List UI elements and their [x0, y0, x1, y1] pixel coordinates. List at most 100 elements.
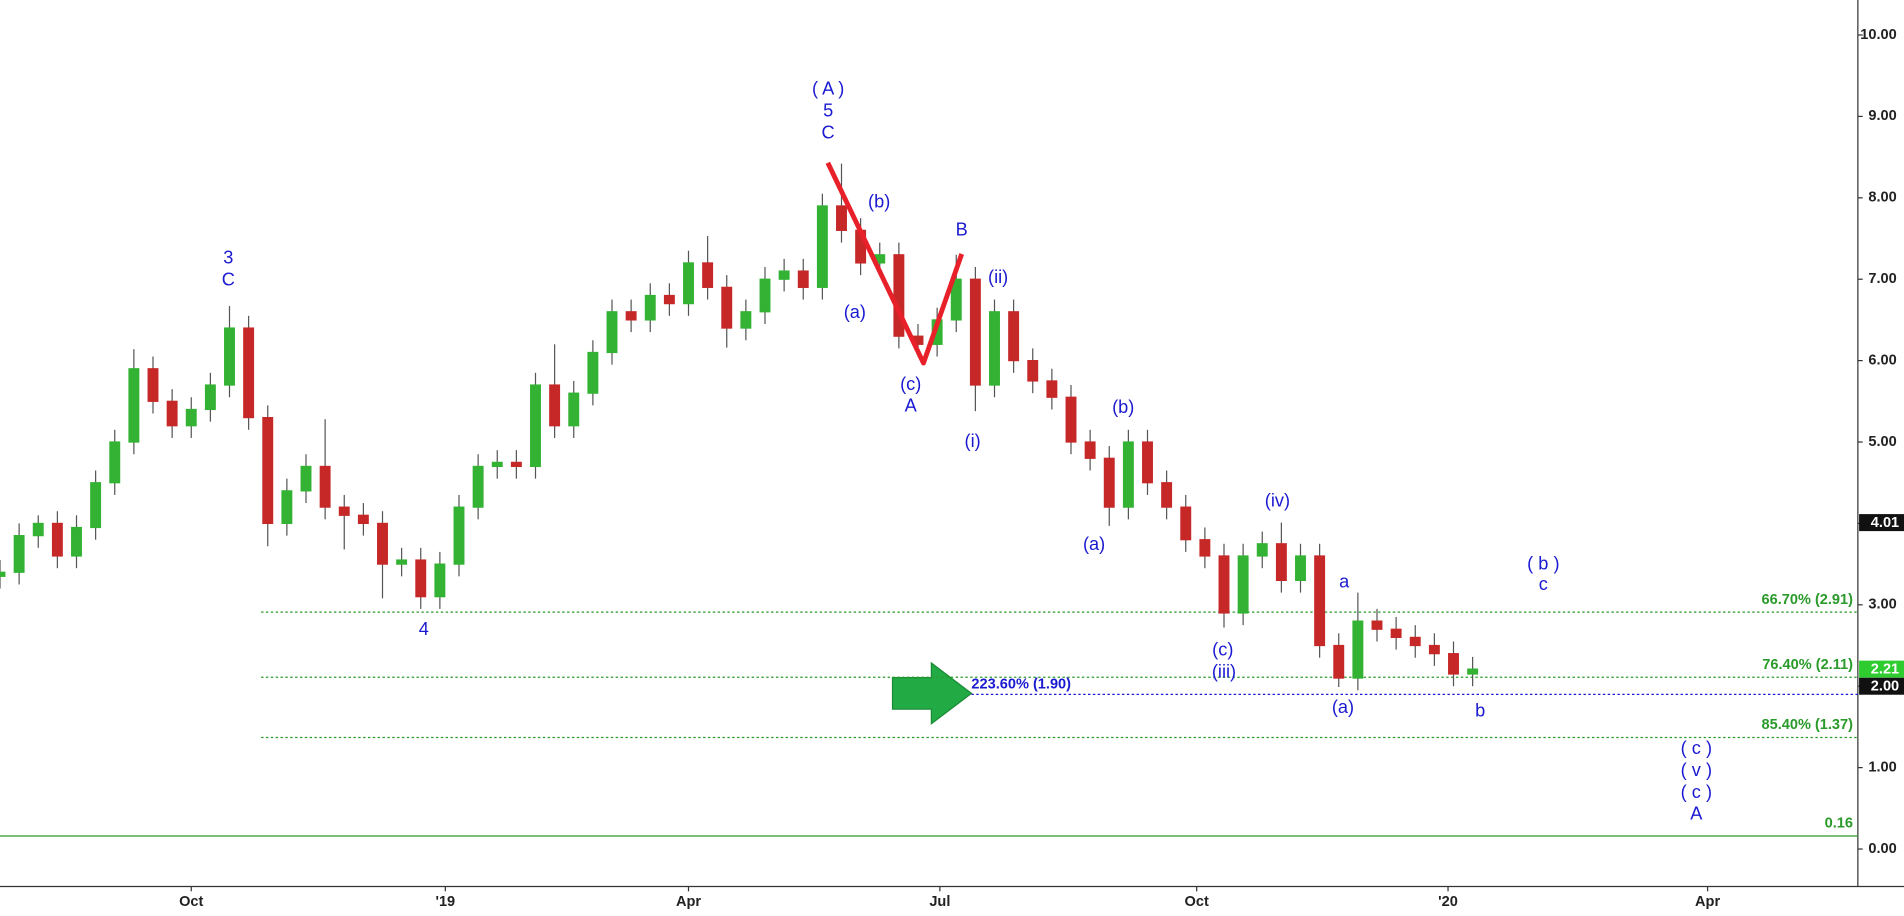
candle-body	[663, 294, 675, 305]
candle-body	[357, 514, 369, 525]
candle-body	[204, 384, 216, 411]
candle-body	[1142, 441, 1153, 484]
wave-label: (c)	[900, 374, 921, 394]
candle-body	[1180, 506, 1192, 541]
wave-label: (a)	[1083, 534, 1105, 554]
candle-body	[1027, 360, 1039, 382]
wave-label: ( v )	[1681, 760, 1712, 780]
wave-label: b	[1475, 700, 1485, 720]
candle-body	[300, 465, 312, 492]
candle-body	[969, 278, 981, 386]
candle-body	[1103, 457, 1115, 508]
candle-body	[1161, 482, 1173, 508]
wave-label: (iii)	[1212, 662, 1236, 682]
candle-body	[1352, 620, 1364, 679]
candle-body	[185, 408, 197, 427]
wave-label: (b)	[1112, 397, 1134, 417]
wave-label: c	[1539, 574, 1548, 594]
wave-label: (ii)	[988, 267, 1008, 287]
price-label-box	[1859, 677, 1904, 695]
candle-body	[1467, 668, 1479, 675]
candle-body	[893, 254, 905, 337]
price-label: 2.00	[1871, 679, 1899, 695]
candle-body	[1275, 543, 1287, 582]
wave-label: ( c )	[1681, 782, 1712, 802]
baseline-label: 0.16	[1825, 816, 1853, 832]
wave-label: (a)	[1332, 697, 1354, 717]
wave-label: A	[1690, 804, 1703, 824]
y-tick-label: 6.00	[1868, 352, 1896, 368]
candle-body	[797, 270, 809, 288]
x-tick-label: Apr	[1695, 894, 1720, 910]
wave-label: (b)	[868, 192, 890, 212]
candle-body	[530, 384, 541, 468]
candle-body	[281, 490, 293, 525]
candle-body	[606, 311, 618, 354]
candle-body	[836, 205, 847, 231]
wave-label: C	[222, 269, 235, 289]
wave-label: ( b )	[1527, 553, 1559, 573]
candle-body	[1390, 628, 1402, 638]
candle-body	[759, 278, 771, 313]
candle-body	[109, 441, 121, 484]
candle-body	[1122, 441, 1134, 508]
price-label: 2.21	[1871, 662, 1899, 678]
candle-body	[51, 522, 63, 557]
candle-body	[128, 368, 140, 443]
candle-body	[396, 559, 408, 565]
candle-body	[1065, 396, 1077, 443]
wave-line	[825, 161, 965, 366]
candle-body	[587, 351, 599, 394]
wave-label: 3	[223, 247, 233, 267]
price-label-box	[1859, 660, 1904, 678]
candle-body	[702, 262, 714, 288]
price-label-box	[1859, 514, 1904, 532]
candle-body	[1333, 644, 1345, 679]
candle-body	[625, 311, 637, 321]
x-tick-label: Jul	[929, 894, 950, 910]
candle-body	[1084, 441, 1096, 459]
y-tick-label: 7.00	[1868, 271, 1896, 287]
level-label: 223.60% (1.90)	[971, 676, 1071, 692]
level-label: 76.40% (2.11)	[1762, 657, 1853, 673]
wave-label: (a)	[844, 302, 866, 322]
candle-body	[721, 286, 733, 329]
y-tick-label: 5.00	[1868, 434, 1896, 450]
candle-body	[1199, 539, 1211, 557]
candle-body	[1428, 644, 1440, 655]
candle-body	[377, 522, 388, 565]
x-tick-label: '19	[436, 894, 456, 910]
candle-body	[1409, 636, 1421, 647]
arrow	[891, 661, 973, 725]
wave-label: (iv)	[1265, 490, 1290, 510]
candle-body	[453, 506, 465, 565]
wave-label: 4	[419, 619, 429, 639]
candle-body	[71, 526, 82, 557]
level-label: 85.40% (1.37)	[1762, 717, 1854, 733]
candle-body	[950, 278, 962, 321]
candle-body	[740, 311, 752, 329]
candle-body	[147, 368, 159, 402]
y-tick-label: 8.00	[1868, 190, 1896, 206]
y-tick-label: 1.00	[1868, 759, 1896, 775]
candle-body	[491, 461, 503, 468]
candle-body	[816, 205, 828, 288]
candle-body	[13, 535, 25, 573]
candle-body	[415, 559, 427, 598]
wave-label: ( A )	[812, 79, 844, 99]
x-tick-label: Oct	[179, 894, 203, 910]
y-tick-label: 0.00	[1868, 841, 1896, 857]
wave-label: (c)	[1212, 640, 1233, 660]
candle-body	[1237, 555, 1249, 614]
candle-body	[683, 262, 694, 305]
wave-label: A	[905, 396, 918, 416]
candle-body	[644, 294, 656, 321]
y-tick-label: 10.00	[1860, 27, 1896, 43]
candle-body	[1256, 543, 1268, 557]
candle-body	[1008, 311, 1020, 362]
wave-label: (i)	[965, 431, 981, 451]
candle-body	[1314, 555, 1326, 647]
price-label: 4.01	[1871, 515, 1899, 531]
x-tick-label: Oct	[1185, 894, 1209, 910]
